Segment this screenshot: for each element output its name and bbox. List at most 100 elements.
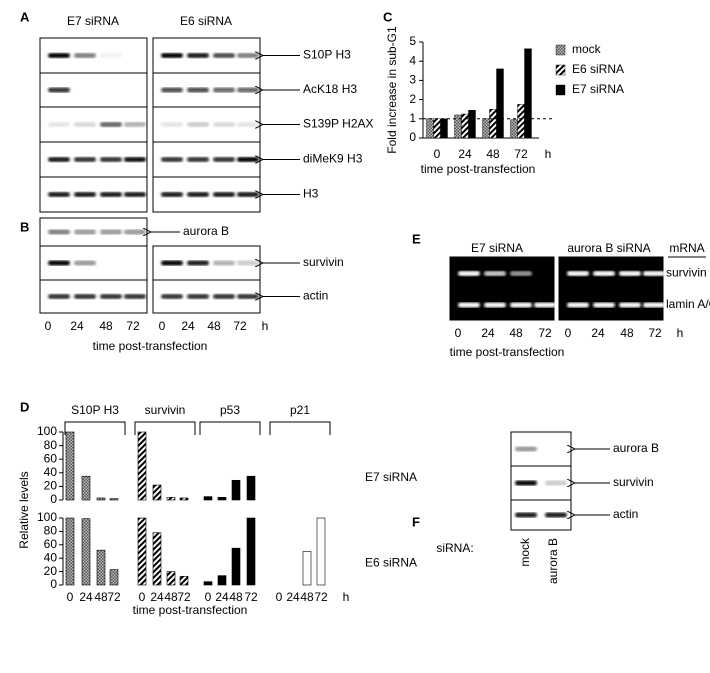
bar — [179, 497, 189, 501]
y-tick-label: 60 — [44, 451, 58, 465]
band — [100, 122, 122, 127]
band — [545, 512, 567, 518]
band — [100, 294, 122, 299]
band — [124, 192, 146, 197]
y-axis-label: Relative levels — [17, 471, 31, 548]
band — [161, 260, 183, 266]
band — [187, 157, 209, 162]
x-tick-label: 72 — [314, 590, 328, 604]
panel-letter: B — [20, 219, 29, 234]
band — [100, 229, 122, 235]
group-label: S10P H3 — [71, 403, 119, 417]
band — [48, 260, 70, 266]
band — [213, 260, 235, 266]
band — [124, 122, 146, 127]
y-tick-label: 20 — [44, 564, 58, 578]
bar — [166, 496, 176, 501]
y-tick-label: 4 — [409, 53, 416, 67]
x-tick-label: 24 — [286, 590, 300, 604]
legend-swatch — [555, 64, 566, 76]
band — [593, 271, 615, 276]
y-tick-label: 100 — [37, 424, 57, 438]
band — [187, 122, 209, 127]
y-tick-label: 0 — [50, 492, 57, 506]
panel-letter: A — [20, 9, 30, 24]
band — [74, 122, 96, 127]
band — [187, 192, 209, 197]
band — [124, 229, 146, 235]
column-header: E7 siRNA — [471, 241, 523, 255]
x-tick-label: 48 — [229, 590, 243, 604]
band — [619, 302, 641, 308]
x-tick-label: 0 — [455, 326, 462, 340]
bar — [217, 496, 227, 501]
band — [74, 229, 96, 235]
legend-label: E6 siRNA — [572, 62, 624, 76]
bracket — [134, 421, 196, 435]
y-tick-label: 1 — [409, 111, 416, 125]
band — [237, 260, 259, 266]
band — [237, 192, 259, 197]
bar — [468, 109, 476, 139]
band — [161, 294, 183, 299]
band — [161, 157, 183, 162]
x-tick-label: 24 — [481, 326, 495, 340]
y-tick-label: 5 — [409, 34, 416, 48]
y-tick-label: 3 — [409, 73, 416, 87]
band — [74, 294, 96, 299]
bar — [152, 532, 162, 586]
band — [48, 192, 70, 197]
band — [74, 260, 96, 266]
row-label: survivin — [303, 255, 344, 269]
bar — [496, 68, 504, 139]
band — [48, 53, 70, 58]
band — [161, 192, 183, 197]
row-label: actin — [613, 507, 638, 521]
x-tick-label: 72 — [177, 590, 191, 604]
y-tick-label: 100 — [37, 510, 57, 524]
x-tick-label: 24 — [591, 326, 605, 340]
band — [237, 87, 259, 93]
bar — [316, 517, 326, 586]
bar — [203, 496, 213, 501]
row-label: S10P H3 — [303, 48, 351, 62]
y-axis-label: Fold increase in sub-G1 — [385, 26, 399, 154]
x-tick-label: 0 — [205, 590, 212, 604]
band — [74, 192, 96, 197]
row-label: survivin — [613, 475, 654, 489]
band — [237, 157, 259, 162]
x-tick-label: 48 — [486, 147, 500, 161]
bar — [246, 517, 256, 586]
bracket — [269, 421, 331, 435]
bar — [109, 569, 119, 586]
x-axis-label: siRNA: — [436, 541, 473, 555]
bracket — [64, 421, 126, 435]
lane-label: aurora B — [546, 538, 560, 584]
bar — [137, 517, 147, 586]
band — [567, 302, 589, 308]
band — [213, 87, 235, 93]
y-tick-label: 0 — [409, 130, 416, 144]
column-header: E6 siRNA — [180, 14, 232, 28]
row-label: AcK18 H3 — [303, 82, 357, 96]
panel-letter: C — [383, 9, 393, 24]
x-tick-label: 0 — [139, 590, 146, 604]
band — [187, 87, 209, 93]
x-tick-label: 72 — [648, 326, 662, 340]
legend-swatch — [555, 84, 566, 96]
band — [515, 446, 537, 452]
y-tick-label: 80 — [44, 524, 58, 538]
bar — [440, 118, 448, 139]
x-tick-label: 48 — [509, 326, 523, 340]
band — [213, 157, 235, 162]
bar — [96, 497, 106, 501]
bar — [246, 475, 256, 501]
x-tick-label: 0 — [565, 326, 572, 340]
bar — [524, 48, 532, 139]
y-tick-label: 40 — [44, 550, 58, 564]
x-tick-label: 24 — [79, 590, 93, 604]
band — [48, 157, 70, 162]
row-label: diMeK9 H3 — [303, 152, 363, 166]
lane-label: mock — [518, 537, 532, 567]
